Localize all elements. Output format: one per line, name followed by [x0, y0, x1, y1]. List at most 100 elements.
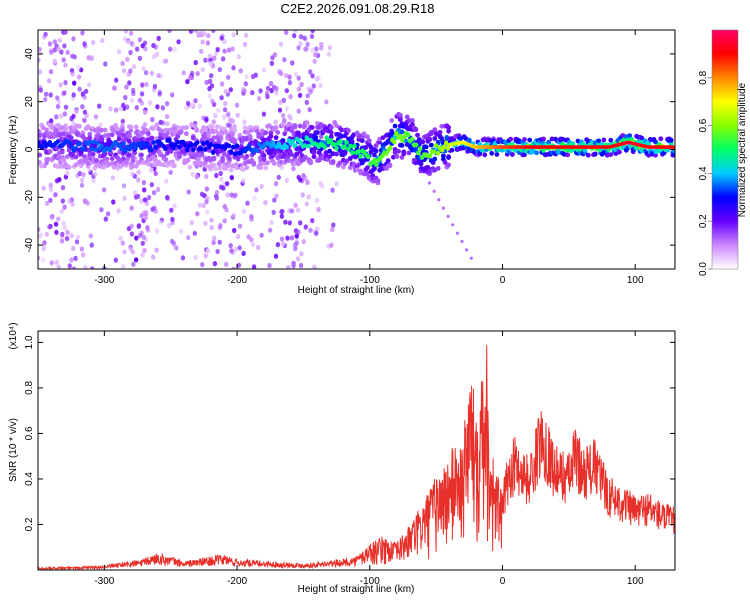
spectrogram-noise-cell	[296, 108, 301, 114]
spectrogram-noise-cell	[122, 195, 127, 201]
spectrogram-noise-cell	[38, 232, 43, 238]
spectrogram-band-cell	[399, 129, 405, 135]
spectrogram-noise-cell	[170, 216, 175, 222]
spectrogram-noise-cell	[275, 242, 281, 248]
spectrogram-band-cell	[126, 138, 132, 144]
spectrogram-band-cell	[608, 152, 614, 158]
snr-y-ticks: 0.2 0.4 0.6 0.8 1.0	[24, 335, 675, 531]
spectrogram-noise-cell	[319, 41, 324, 48]
spectrogram-noise-cell	[154, 247, 159, 253]
spectrogram-noise-cell	[79, 177, 85, 183]
spectrogram-noise-cell	[238, 68, 243, 74]
spectrogram-band-cell	[49, 123, 55, 129]
spectrogram-noise-cell	[217, 225, 222, 231]
spectrogram-noise-cell	[282, 117, 287, 123]
spectrogram-band-cell	[449, 147, 455, 153]
spectrogram-band-cell	[389, 118, 395, 123]
spectrogram-noise-cell	[69, 116, 74, 122]
spectrogram-band-cell	[202, 127, 208, 132]
spectrogram-noise-cell	[165, 195, 170, 201]
spectrogram-noise-cell	[204, 79, 209, 85]
spectrogram-noise-cell	[49, 49, 54, 55]
spectrogram-noise-cell	[124, 84, 129, 90]
spectrogram-noise-cell	[80, 30, 85, 36]
snr-x-label: Height of straight line (km)	[298, 584, 415, 595]
spectrogram-noise-cell	[242, 41, 248, 48]
spectrogram-band-cell	[70, 152, 75, 158]
spectrogram-noise-cell	[280, 113, 286, 119]
spectrogram-noise-cell	[295, 256, 301, 262]
spectrogram-band-cell	[658, 136, 664, 142]
spectrogram-band-cell	[420, 139, 426, 145]
spectrogram-noise-cell	[65, 49, 70, 56]
spectrogram-noise-cell	[197, 202, 203, 208]
spectrogram-band-cell	[608, 137, 614, 143]
spectrogram-noise-cell	[83, 265, 88, 269]
spectrogram-band-cell	[439, 123, 445, 129]
spectrogram-noise-cell	[137, 55, 143, 62]
spectrogram-noise-cell	[197, 31, 202, 37]
colorbar-gradient	[712, 30, 738, 269]
spectrogram-noise-cell	[123, 94, 128, 101]
spectrogram-noise-cell	[305, 93, 310, 99]
spectrogram-noise-cell	[38, 255, 41, 261]
y-tick-label: -20	[24, 190, 35, 205]
spectrogram-band-cell	[251, 160, 257, 166]
spectrogram-noise-cell	[82, 41, 87, 47]
spectrogram-noise-cell	[200, 67, 205, 73]
spectrogram-noise-cell	[331, 222, 336, 228]
spectrogram-band-cell	[253, 140, 258, 146]
spectrogram-noise-cell	[38, 226, 41, 233]
spectrogram-band-cell	[354, 130, 360, 136]
spectrogram-noise-cell	[71, 120, 76, 127]
spectrogram-noise-cell	[137, 97, 143, 103]
spectrogram-noise-cell	[108, 106, 113, 112]
spectrogram-noise-cell	[199, 48, 204, 54]
spectrogram-band-cell	[441, 153, 446, 159]
spectrogram-noise-cell	[150, 206, 155, 212]
spectrogram-band-cell	[213, 166, 219, 172]
spectrogram-noise-cell	[90, 40, 96, 46]
spectrogram-noise-cell	[287, 80, 293, 86]
y-tick-label: 0.2	[24, 517, 35, 531]
spectrogram-noise-cell	[296, 45, 301, 51]
spectrogram-band-cell	[435, 166, 441, 171]
spectrogram-noise-cell	[287, 74, 292, 80]
spectrogram-noise-cell	[56, 46, 61, 52]
spectrogram-band-cell	[428, 142, 434, 148]
spectrogram-noise-cell	[156, 73, 161, 79]
spectrogram-ridge-cell	[435, 150, 441, 156]
spectrogram-band-cell	[401, 151, 407, 157]
spectrogram-noise-cell	[134, 235, 139, 241]
spectrogram-band-cell	[90, 151, 96, 157]
spectrogram-noise-cell	[230, 118, 235, 124]
spectrogram-tail-cell	[460, 239, 464, 244]
spectrogram-noise-cell	[137, 37, 143, 43]
spectrogram-band-cell	[263, 165, 269, 171]
spectrogram-band-cell	[261, 153, 267, 158]
spectrogram-noise-cell	[188, 75, 193, 81]
spectrogram-noise-cell	[215, 47, 220, 53]
spectrogram-noise-cell	[136, 177, 141, 183]
spectrogram-noise-cell	[299, 251, 304, 257]
spectrogram-noise-cell	[271, 209, 276, 215]
colorbar-ticks: 0.0 0.2 0.4 0.6 0.8	[698, 70, 712, 276]
spectrogram-band-cell	[330, 151, 336, 157]
spectrogram-band-cell	[546, 139, 552, 145]
spectrogram-ridge-cell	[87, 139, 93, 145]
spectrogram-band-cell	[415, 132, 420, 138]
spectrogram-band-cell	[115, 126, 120, 132]
spectrogram-noise-cell	[233, 192, 238, 198]
spectrogram-noise-cell	[276, 174, 281, 180]
spectrogram-noise-cell	[113, 257, 119, 263]
spectrogram-noise-cell	[47, 224, 52, 230]
spectrogram-band-cell	[171, 163, 177, 169]
spectrogram-band-cell	[64, 154, 70, 160]
spectrogram-tail-cell	[465, 248, 469, 252]
spectrogram-ridge-cell	[95, 140, 100, 146]
spectrogram-noise-cell	[125, 39, 131, 45]
spectrogram-noise-cell	[139, 213, 144, 219]
spectrogram-noise-cell	[55, 103, 61, 110]
spectrogram-noise-cell	[286, 265, 291, 269]
spectrogram-noise-cell	[100, 37, 105, 44]
